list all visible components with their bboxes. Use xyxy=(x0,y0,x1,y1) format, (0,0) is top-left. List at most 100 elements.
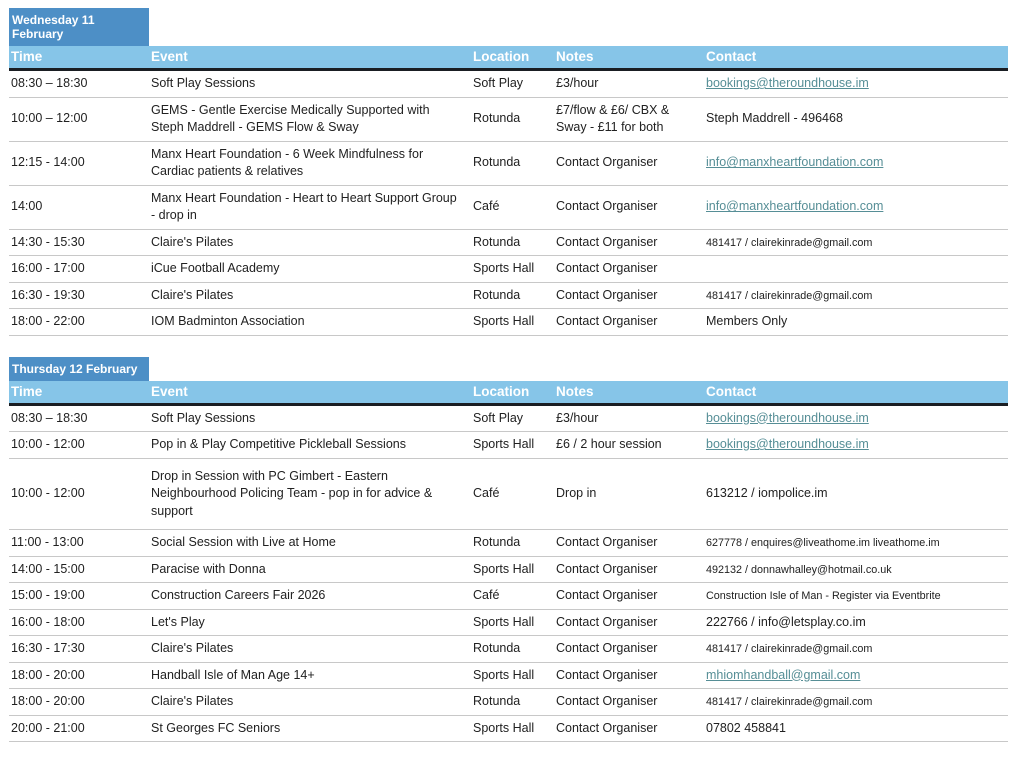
location-text: Rotunda xyxy=(473,155,521,170)
event-text: Let's Play xyxy=(151,614,205,629)
location-cell: Rotunda xyxy=(471,529,554,557)
location-text: Sports Hall xyxy=(473,667,535,682)
contact-cell: 481417 / clairekinrade@gmail.com xyxy=(704,282,1008,309)
event-text: Soft Play Sessions xyxy=(151,76,256,90)
event-cell: Claire's Pilates xyxy=(149,229,471,256)
location-text: Rotunda xyxy=(473,641,521,655)
contact-cell: Members Only xyxy=(704,308,1008,336)
time-text: 08:30 – 18:30 xyxy=(11,410,88,425)
notes-text: Contact Organiser xyxy=(556,234,658,249)
day-section: Wednesday 11 February Time Event Locatio… xyxy=(9,8,1016,336)
table-row: 14:30 - 15:30 Claire's Pilates Rotunda C… xyxy=(9,229,1008,256)
event-cell: Let's Play xyxy=(149,609,471,636)
event-cell: GEMS - Gentle Exercise Medically Support… xyxy=(149,97,471,142)
event-text: Claire's Pilates xyxy=(151,694,234,708)
event-cell: Drop in Session with PC Gimbert - Easter… xyxy=(149,458,471,530)
location-cell: Rotunda xyxy=(471,688,554,716)
time-text: 18:00 - 22:00 xyxy=(11,314,85,328)
table-row: 16:30 - 17:30 Claire's Pilates Rotunda C… xyxy=(9,635,1008,663)
notes-text: Contact Organiser xyxy=(556,720,658,735)
notes-cell: Contact Organiser xyxy=(554,282,704,309)
time-cell: 14:00 xyxy=(9,185,149,230)
time-text: 18:00 - 20:00 xyxy=(11,694,85,708)
notes-text: Contact Organiser xyxy=(556,314,658,328)
location-text: Rotunda xyxy=(473,535,521,549)
event-text: Manx Heart Foundation - 6 Week Mindfulne… xyxy=(151,146,424,179)
notes-text: Contact Organiser xyxy=(556,561,658,576)
notes-cell: Drop in xyxy=(554,458,704,530)
contact-cell: info@manxheartfoundation.com xyxy=(704,141,1008,186)
contact-email-link[interactable]: bookings@theroundhouse.im xyxy=(706,437,869,451)
notes-cell: £6 / 2 hour session xyxy=(554,431,704,459)
notes-text: Contact Organiser xyxy=(556,261,658,275)
weekly-schedule-page: Wednesday 11 February Time Event Locatio… xyxy=(9,8,1016,742)
location-text: Sports Hall xyxy=(473,314,535,328)
table-body: 08:30 – 18:30 Soft Play Sessions Soft Pl… xyxy=(9,404,1008,742)
event-text: Soft Play Sessions xyxy=(151,410,256,425)
contact-email-link[interactable]: bookings@theroundhouse.im xyxy=(706,410,869,425)
notes-text: £3/hour xyxy=(556,76,599,90)
notes-text: £6 / 2 hour session xyxy=(556,437,662,451)
time-cell: 10:00 – 12:00 xyxy=(9,97,149,142)
contact-email-link[interactable]: info@manxheartfoundation.com xyxy=(706,199,884,214)
event-cell: IOM Badminton Association xyxy=(149,308,471,336)
notes-cell: Contact Organiser xyxy=(554,229,704,256)
time-text: 16:00 - 17:00 xyxy=(11,261,85,275)
time-text: 16:00 - 18:00 xyxy=(11,614,85,629)
location-cell: Café xyxy=(471,185,554,230)
day-tab: Wednesday 11 February xyxy=(9,8,149,46)
event-cell: Social Session with Live at Home xyxy=(149,529,471,557)
time-text: 08:30 – 18:30 xyxy=(11,76,88,90)
notes-cell: Contact Organiser xyxy=(554,582,704,610)
location-text: Sports Hall xyxy=(473,561,535,576)
contact-text: 07802 458841 xyxy=(706,720,786,735)
table-row: 10:00 - 12:00 Drop in Session with PC Gi… xyxy=(9,458,1008,530)
notes-text: Contact Organiser xyxy=(556,614,658,629)
event-cell: Construction Careers Fair 2026 xyxy=(149,582,471,610)
notes-cell: Contact Organiser xyxy=(554,141,704,186)
column-header-contact: Contact xyxy=(704,46,1008,71)
location-cell: Sports Hall xyxy=(471,308,554,336)
days-container: Wednesday 11 February Time Event Locatio… xyxy=(9,8,1016,742)
contact-text: 492132 / donnawhalley@hotmail.co.uk xyxy=(706,563,892,576)
event-text: Drop in Session with PC Gimbert - Easter… xyxy=(151,468,433,518)
time-text: 15:00 - 19:00 xyxy=(11,588,85,602)
contact-email-link[interactable]: mhiomhandball@gmail.com xyxy=(706,667,861,682)
location-cell: Rotunda xyxy=(471,97,554,142)
contact-cell: 07802 458841 xyxy=(704,715,1008,742)
notes-text: Contact Organiser xyxy=(556,535,658,549)
contact-email-link[interactable]: bookings@theroundhouse.im xyxy=(706,76,869,90)
event-cell: Pop in & Play Competitive Pickleball Ses… xyxy=(149,431,471,459)
notes-cell: £3/hour xyxy=(554,69,704,98)
table-row: 18:00 - 20:00 Handball Isle of Man Age 1… xyxy=(9,662,1008,689)
notes-text: £7/flow & £6/ CBX & Sway - £11 for both xyxy=(556,102,670,135)
contact-email-link[interactable]: info@manxheartfoundation.com xyxy=(706,155,884,170)
event-text: Claire's Pilates xyxy=(151,287,234,302)
location-cell: Sports Hall xyxy=(471,609,554,636)
contact-text: 481417 / clairekinrade@gmail.com xyxy=(706,236,873,249)
time-text: 11:00 - 13:00 xyxy=(11,535,84,549)
time-text: 14:00 xyxy=(11,199,43,214)
time-cell: 10:00 - 12:00 xyxy=(9,431,149,459)
contact-text: 481417 / clairekinrade@gmail.com xyxy=(706,643,873,655)
notes-cell: Contact Organiser xyxy=(554,308,704,336)
time-text: 12:15 - 14:00 xyxy=(11,155,85,170)
location-cell: Sports Hall xyxy=(471,431,554,459)
time-text: 14:30 - 15:30 xyxy=(11,234,85,249)
event-text: GEMS - Gentle Exercise Medically Support… xyxy=(151,102,430,135)
column-header-contact: Contact xyxy=(704,380,1008,406)
location-text: Café xyxy=(473,486,500,500)
contact-cell xyxy=(704,255,1008,283)
contact-cell: 481417 / clairekinrade@gmail.com xyxy=(704,635,1008,663)
event-text: IOM Badminton Association xyxy=(151,314,305,328)
contact-cell: mhiomhandball@gmail.com xyxy=(704,662,1008,689)
table-row: 11:00 - 13:00 Social Session with Live a… xyxy=(9,529,1008,557)
location-cell: Rotunda xyxy=(471,229,554,256)
time-cell: 18:00 - 22:00 xyxy=(9,308,149,336)
notes-text: Drop in xyxy=(556,486,597,500)
event-cell: Handball Isle of Man Age 14+ xyxy=(149,662,471,689)
table-row: 08:30 – 18:30 Soft Play Sessions Soft Pl… xyxy=(9,404,1008,432)
contact-cell: 613212 / iompolice.im xyxy=(704,458,1008,530)
table-row: 15:00 - 19:00 Construction Careers Fair … xyxy=(9,582,1008,610)
time-cell: 10:00 - 12:00 xyxy=(9,458,149,530)
